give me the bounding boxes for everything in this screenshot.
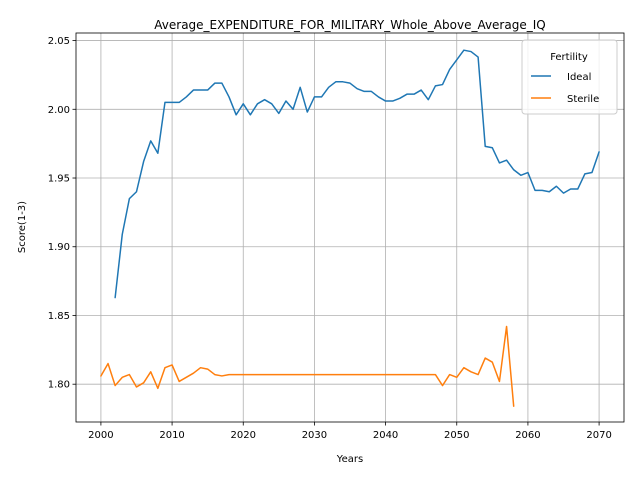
legend-label-ideal: Ideal	[567, 72, 591, 83]
y-tick-label: 2.05	[48, 36, 70, 47]
legend-title: Fertility	[550, 52, 588, 63]
y-axis-ticks: 1.80 1.85 1.90 1.95 2.00 2.05	[48, 36, 76, 391]
x-tick-label: 2060	[515, 430, 540, 441]
legend-box	[521, 39, 618, 115]
x-tick-label: 2030	[302, 430, 327, 441]
y-tick-label: 1.80	[48, 380, 70, 391]
series-line-sterile	[100, 325, 515, 407]
x-tick-label: 2070	[586, 430, 611, 441]
chart-title: Average_EXPENDITURE_FOR_MILITARY_Whole_A…	[154, 18, 545, 32]
plot-frame	[75, 32, 625, 423]
legend: Fertility Ideal Sterile	[521, 39, 618, 115]
x-tick-label: 2050	[444, 430, 469, 441]
y-tick-label: 1.95	[48, 174, 70, 185]
series-layer	[100, 49, 600, 407]
x-axis-label: Years	[336, 454, 363, 465]
x-tick-label: 2000	[88, 430, 113, 441]
x-axis-ticks: 2000 2010 2020 2030 2040 2050 2060 2070	[88, 422, 612, 441]
series-line-ideal	[114, 49, 600, 299]
legend-label-sterile: Sterile	[567, 94, 599, 105]
y-tick-label: 2.00	[48, 105, 70, 116]
x-tick-label: 2010	[159, 430, 184, 441]
y-tick-label: 1.85	[48, 311, 70, 322]
y-tick-label: 1.90	[48, 242, 70, 253]
x-tick-label: 2040	[373, 430, 398, 441]
x-tick-label: 2020	[231, 430, 256, 441]
y-axis-label: Score(1-3)	[17, 201, 28, 253]
